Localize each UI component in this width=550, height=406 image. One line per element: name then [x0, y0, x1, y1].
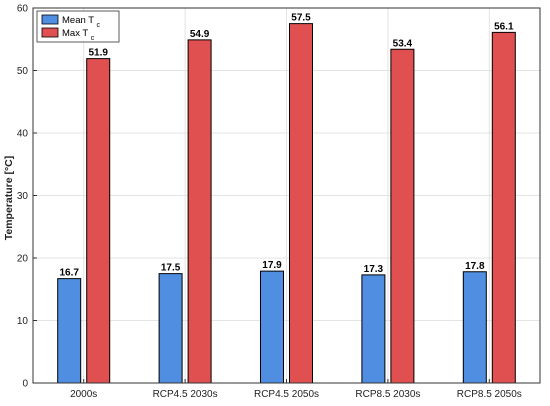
- data-label-mean: 16.7: [59, 268, 79, 279]
- bar-mean: [158, 273, 183, 384]
- bar-max: [187, 39, 212, 384]
- data-label-max: 51.9: [88, 48, 108, 59]
- bar-max: [86, 58, 111, 384]
- y-tick-label: 10: [17, 316, 29, 327]
- legend-entry-mean: Mean T c: [62, 15, 101, 29]
- legend-swatch-max: [41, 27, 59, 38]
- data-label-max: 54.9: [190, 29, 210, 40]
- y-tick-label: 30: [17, 191, 29, 202]
- bar-mean: [260, 270, 284, 384]
- y-tick-label: 40: [17, 129, 29, 140]
- data-labels: 16.7 17.5 17.9 17.3 17.8 51.9 54.9 57.5 53.4 56.1: [59, 13, 514, 279]
- y-axis-label: Temperature [°C]: [3, 156, 15, 241]
- y-tick-label: 60: [17, 4, 29, 15]
- data-label-max: 57.5: [291, 13, 311, 24]
- bar-mean: [361, 274, 386, 384]
- x-tick-label: 2000s: [70, 389, 97, 400]
- x-tick-label: RCP4.5 2050s: [254, 389, 319, 400]
- legend-swatch-mean: [41, 14, 59, 25]
- bar-mean: [462, 271, 487, 384]
- bar-max: [491, 31, 516, 384]
- x-tick-label: RCP8.5 2030s: [355, 389, 420, 400]
- data-label-max: 56.1: [494, 21, 514, 32]
- plot-frame: [32, 7, 541, 384]
- data-label-mean: 17.9: [262, 260, 282, 271]
- y-tick-label: 20: [17, 254, 29, 265]
- data-label-mean: 17.3: [364, 264, 384, 275]
- y-tick-label: 0: [22, 379, 28, 390]
- x-tick-label: RCP8.5 2050s: [457, 389, 522, 400]
- data-label-max: 53.4: [393, 38, 413, 49]
- y-tick-label: 50: [17, 66, 29, 77]
- bar-mean: [57, 278, 82, 384]
- legend-entry-max: Max T c: [62, 28, 95, 42]
- x-tick-label: RCP4.5 2030s: [153, 389, 218, 400]
- data-label-mean: 17.5: [161, 263, 181, 274]
- data-label-mean: 17.8: [465, 261, 485, 272]
- bar-max: [289, 23, 313, 384]
- axes: 0 10 20 30 40 50 60 2000s RCP4.5 2030s RCP4.5 205…: [17, 4, 541, 400]
- bar-max: [390, 48, 415, 384]
